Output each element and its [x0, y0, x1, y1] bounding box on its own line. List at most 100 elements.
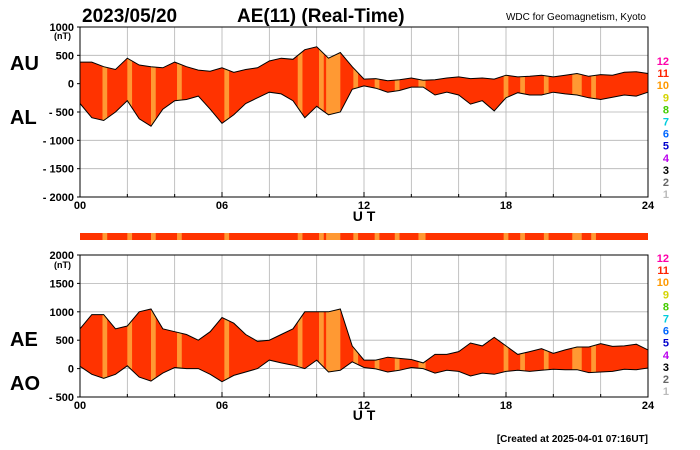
- au-al-partial-band: [297, 46, 303, 127]
- ae-ao-y-unit: (nT): [54, 260, 71, 270]
- created-timestamp: [Created at 2025-04-01 07:16UT]: [497, 434, 648, 445]
- coverage-bar-reduced: [297, 233, 303, 240]
- station-count-label: 1: [663, 386, 669, 398]
- au-al-partial-band: [543, 46, 549, 127]
- coverage-bar-reduced: [374, 233, 380, 240]
- ae-ao-partial-band: [543, 309, 549, 382]
- ae-ao-partial-band: [353, 309, 359, 382]
- coverage-bar-reduced: [177, 233, 182, 240]
- ae-ao-y-tick-label: 1500: [50, 278, 74, 290]
- station-count-label: 6: [663, 326, 669, 338]
- ae-ao-partial-band: [177, 309, 182, 382]
- au-al-x-tick-label: 24: [642, 200, 655, 212]
- station-count-label: 12: [657, 253, 669, 265]
- station-count-label: 8: [663, 301, 669, 313]
- au-al-y-tick-label: 0: [68, 79, 74, 91]
- ae-ao-x-tick-label: 12: [358, 400, 370, 412]
- au-al-partial-band: [374, 46, 380, 127]
- au-al-partial-band: [102, 46, 108, 127]
- ae-ao-partial-band: [151, 309, 156, 382]
- chart-title: AE(11) (Real-Time): [237, 6, 405, 27]
- station-coverage-bar: [80, 233, 648, 240]
- station-count-label: 9: [663, 92, 669, 104]
- station-count-label: 6: [663, 129, 669, 141]
- station-count-label: 4: [663, 350, 670, 362]
- au-al-y-unit: (nT): [54, 31, 71, 41]
- station-count-label: 11: [657, 265, 669, 277]
- au-al-partial-band: [520, 46, 525, 127]
- ae-ao-panel: 2000 1500 1000 500 0 - 500 00 06 12 18 24 (nT) AE…: [10, 250, 655, 423]
- coverage-bar-reduced: [591, 233, 596, 240]
- au-al-x-ticks: 00 06 12 18 24: [74, 192, 655, 212]
- station-count-label: 11: [657, 68, 669, 80]
- au-al-upper-line: [80, 46, 649, 82]
- ae-ao-partial-band: [520, 309, 525, 382]
- ae-ao-y-tick-label: 0: [68, 364, 74, 376]
- au-al-grid: [80, 27, 648, 197]
- ae-ao-partial-bands: [102, 309, 596, 382]
- coverage-bar-reduced: [326, 233, 341, 240]
- coverage-bar-base: [80, 233, 648, 240]
- ae-ao-partial-band: [591, 309, 596, 382]
- ae-ao-y-ticks: 2000 1500 1000 500 0 - 500: [49, 250, 80, 404]
- au-al-y-tick-label: - 1000: [43, 135, 74, 147]
- au-al-y-tick-label: - 2000: [43, 192, 74, 204]
- au-al-area: [79, 46, 649, 127]
- ae-ao-x-axis-label: U T: [353, 407, 376, 423]
- coverage-bar-reduced: [520, 233, 525, 240]
- coverage-bar-reduced: [151, 233, 156, 240]
- au-al-partial-band: [591, 46, 596, 127]
- au-label: AU: [10, 53, 39, 75]
- coverage-bar-reduced: [102, 233, 108, 240]
- au-al-partial-band: [394, 46, 400, 127]
- ae-ao-y-tick-label: 1000: [50, 307, 74, 319]
- au-al-partial-band: [224, 46, 230, 127]
- coverage-bar-reduced: [319, 233, 324, 240]
- ae-ao-x-tick-label: 24: [642, 400, 655, 412]
- station-count-label: 10: [657, 277, 669, 289]
- au-al-partial-band: [572, 46, 582, 127]
- au-al-lower-line: [79, 85, 649, 127]
- coverage-bar-reduced: [353, 233, 359, 240]
- coverage-bar-reduced: [572, 233, 582, 240]
- au-al-x-tick-label: 18: [500, 200, 512, 212]
- station-count-label: 4: [663, 153, 670, 165]
- coverage-bar-reduced: [394, 233, 400, 240]
- ae-ao-partial-band: [374, 309, 380, 382]
- ae-ao-partial-band: [319, 309, 324, 382]
- station-count-label: 7: [663, 314, 669, 326]
- au-al-y-tick-label: 1000: [50, 22, 74, 34]
- coverage-bar-reduced: [503, 233, 509, 240]
- au-al-partial-bands: [102, 46, 596, 127]
- station-count-label: 12: [657, 56, 669, 68]
- au-al-y-tick-label: 500: [56, 50, 74, 62]
- ae-ao-partial-band: [418, 309, 426, 382]
- ae-ao-upper-line: [79, 308, 649, 364]
- coverage-bar-reduced: [543, 233, 549, 240]
- chart-date: 2023/05/20: [82, 6, 177, 27]
- ae-ao-partial-band: [326, 309, 341, 382]
- ae-ao-y-tick-label: 2000: [50, 250, 74, 262]
- au-al-partial-band: [418, 46, 426, 127]
- ae-ao-x-ticks: 00 06 12 18 24: [74, 392, 655, 412]
- chart-source: WDC for Geomagnetism, Kyoto: [506, 12, 646, 23]
- au-al-x-tick-label: 06: [216, 200, 228, 212]
- au-al-fill: [80, 46, 648, 127]
- au-al-y-tick-label: - 500: [49, 107, 74, 119]
- ao-label: AO: [10, 373, 40, 395]
- au-al-partial-band: [319, 46, 324, 127]
- station-count-label: 8: [663, 104, 669, 116]
- ae-ao-partial-band: [394, 309, 400, 382]
- au-al-y-tick-label: - 1500: [43, 164, 74, 176]
- ae-ao-y-tick-label: 500: [56, 335, 74, 347]
- station-count-label: 1: [663, 189, 669, 201]
- coverage-bar-reduced: [224, 233, 230, 240]
- ae-ao-grid: [80, 255, 648, 397]
- station-count-label: 9: [663, 289, 669, 301]
- station-count-label: 7: [663, 117, 669, 129]
- ae-ao-lower-line: [79, 359, 649, 383]
- station-count-label: 3: [663, 362, 669, 374]
